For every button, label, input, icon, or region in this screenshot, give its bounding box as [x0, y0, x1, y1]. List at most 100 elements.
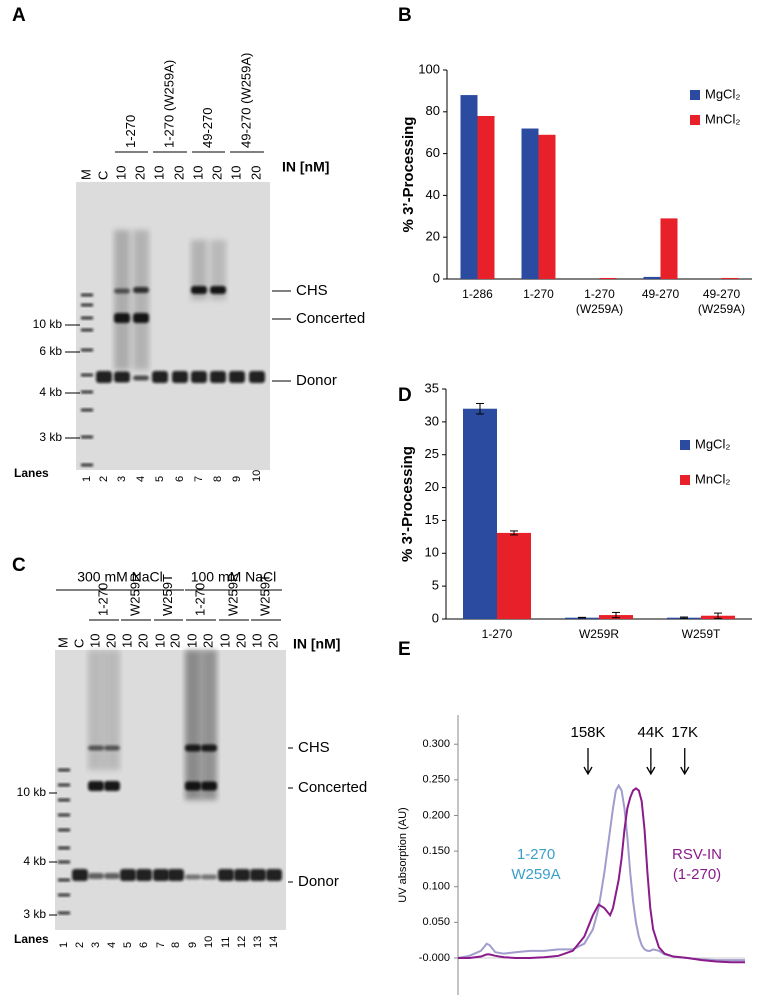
panel-letter: A	[12, 5, 26, 26]
y-tick-label: 5	[432, 578, 439, 593]
lane-label: 20	[265, 634, 280, 648]
ladder-band	[81, 373, 93, 377]
group-label: W259R	[225, 573, 240, 616]
bar	[721, 277, 739, 279]
marker-label: 44K	[638, 724, 665, 741]
y-tick-label: 15	[425, 512, 439, 527]
marker-label: 17K	[671, 724, 698, 741]
legend-swatch	[690, 115, 700, 125]
size-marker: 4 kb	[39, 385, 62, 399]
lane-label: 10	[113, 166, 128, 180]
band	[114, 288, 130, 294]
lanes-label: Lanes	[14, 932, 49, 946]
lane-label: 10	[184, 634, 199, 648]
band	[185, 874, 201, 880]
band	[153, 869, 169, 881]
smear	[104, 650, 120, 770]
band	[201, 744, 217, 752]
band	[114, 371, 130, 383]
lane-label: 10	[249, 634, 264, 648]
lane-number: 7	[193, 476, 205, 482]
band	[185, 744, 201, 752]
band	[133, 313, 149, 323]
ladder-band	[81, 328, 93, 332]
ladder-band	[58, 860, 70, 864]
lane-label: 10	[228, 166, 243, 180]
marker-arrow	[583, 748, 593, 776]
x-tick-label: W259R	[579, 627, 619, 641]
lane-label: 10	[152, 634, 167, 648]
lane-label: 20	[103, 634, 118, 648]
band	[104, 781, 120, 791]
size-marker: 3 kb	[23, 907, 46, 921]
band	[229, 371, 245, 383]
band-label: CHS	[298, 739, 330, 756]
ladder-band	[81, 390, 93, 394]
band	[104, 745, 120, 751]
ladder-band	[58, 828, 70, 832]
lane-number: 1	[58, 942, 70, 948]
x-tick-label: 49-270 (W259A)	[698, 287, 745, 316]
lane-number: 5	[154, 476, 166, 482]
band	[88, 781, 104, 791]
band	[88, 873, 104, 879]
size-marker: 4 kb	[23, 854, 46, 868]
smear	[114, 230, 130, 370]
lane-number: 14	[268, 936, 280, 948]
bar	[477, 115, 495, 279]
band-label: Concerted	[298, 779, 367, 796]
legend-label: MnCl₂	[695, 471, 730, 486]
band	[266, 869, 282, 881]
lane-label: 10	[151, 166, 166, 180]
lane-number: 9	[187, 942, 199, 948]
lane-number: 4	[106, 942, 118, 948]
lane-number: 12	[236, 936, 248, 948]
y-tick-label: -0.000	[419, 952, 450, 964]
marker-arrow	[680, 748, 690, 776]
lane-number: 5	[122, 942, 134, 948]
band	[234, 869, 250, 881]
y-tick-label: 0	[432, 610, 439, 625]
y-tick-label: 0.250	[422, 774, 450, 786]
band	[210, 286, 226, 294]
band	[201, 781, 217, 791]
band-label: Donor	[298, 873, 339, 890]
legend-swatch	[690, 90, 700, 100]
x-tick-label: 49-270	[642, 287, 680, 301]
bar	[538, 134, 556, 279]
lane-label: M	[55, 637, 70, 648]
ladder-band	[58, 798, 70, 802]
panel-letter: B	[398, 5, 412, 26]
ladder-band	[81, 293, 93, 297]
y-tick-label: 0.200	[422, 809, 450, 821]
band	[185, 781, 201, 791]
group-label: 49-270 (W259A)	[238, 53, 253, 148]
lane-number: 1	[81, 476, 93, 482]
error-bar	[578, 616, 586, 619]
band	[114, 313, 130, 323]
ladder-band	[58, 783, 70, 787]
bar	[643, 276, 661, 279]
series-line	[458, 787, 745, 964]
y-tick-label: 20	[426, 229, 440, 244]
y-tick-label: 60	[426, 145, 440, 160]
smear	[191, 240, 207, 300]
lane-number: 2	[98, 476, 110, 482]
y-tick-label: 35	[425, 380, 439, 395]
error-bar	[680, 616, 688, 619]
y-tick-label: 20	[425, 479, 439, 494]
smear	[185, 650, 201, 800]
bar	[497, 532, 531, 619]
band	[133, 375, 149, 381]
smear	[210, 240, 226, 300]
lane-label: 10	[217, 634, 232, 648]
legend-swatch	[680, 440, 690, 450]
y-axis-label: % 3’-Processing	[399, 446, 416, 562]
ladder-band	[58, 893, 70, 897]
panel-letter: C	[12, 555, 26, 576]
band	[88, 745, 104, 751]
lane-number: 9	[231, 476, 243, 482]
x-tick-label: 1-286	[462, 287, 493, 301]
lane-label: 20	[248, 166, 263, 180]
